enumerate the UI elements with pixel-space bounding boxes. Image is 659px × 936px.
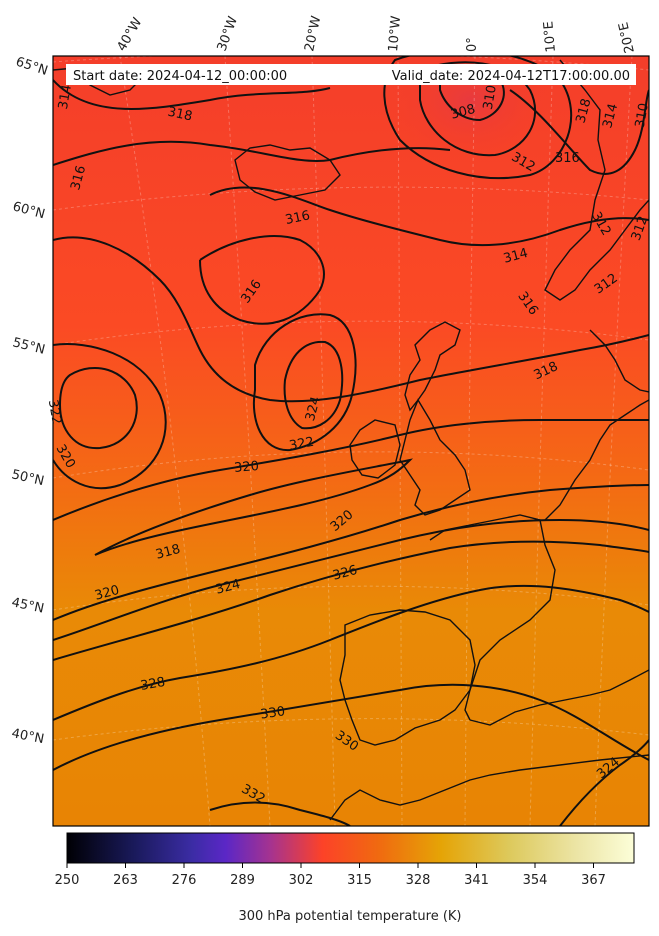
contour-label: 318 <box>154 542 182 563</box>
colorbar-tick-label: 276 <box>172 873 197 888</box>
lon-label: 20°E <box>616 21 638 55</box>
contour-324 <box>53 518 649 641</box>
lon-label: 10°W <box>386 15 404 52</box>
iceland-coast <box>234 144 341 201</box>
contour-312 <box>383 56 573 180</box>
contour-label: 310 <box>481 84 500 111</box>
contour-320-west <box>53 343 167 490</box>
northern-europe-coast <box>544 399 649 521</box>
colorbar-tick-label: 328 <box>406 873 431 888</box>
lat-label: 65°N <box>14 55 50 79</box>
colorbar-tick-label: 315 <box>347 873 372 888</box>
contour-label: 308 <box>449 102 477 123</box>
contour-316-east <box>509 89 649 175</box>
contour-label: 328 <box>139 675 166 694</box>
contour-310 <box>419 61 536 157</box>
contour-label: 318 <box>574 97 595 125</box>
lat-label: 55°N <box>11 335 46 357</box>
colorbar-tick-label: 354 <box>523 873 548 888</box>
lon-label: 20°W <box>302 14 324 52</box>
contour-324-loop <box>283 340 344 430</box>
scandinavia-coast <box>544 59 649 301</box>
contour-326 <box>53 540 649 661</box>
contour-314-mid <box>209 186 649 247</box>
contour-label: 314 <box>502 246 530 267</box>
lon-label: 10°E <box>541 21 559 53</box>
contour-324-se <box>559 739 649 826</box>
contour-322-west <box>58 366 138 450</box>
contour-label: 324 <box>303 395 324 423</box>
ireland-coast <box>349 419 401 479</box>
contour-332 <box>209 801 351 826</box>
lat-label: 60°N <box>11 199 47 222</box>
contour-314 <box>53 79 331 110</box>
lat-label: 40°N <box>10 726 45 747</box>
britain-coast <box>399 398 471 516</box>
contour-label: 316 <box>284 208 311 228</box>
contour-label: 322 <box>288 435 315 454</box>
mediterranean-coast <box>469 669 649 726</box>
contour-320-south <box>53 484 649 621</box>
contour-label: 316 <box>555 151 580 166</box>
contour-label: 324 <box>214 577 242 598</box>
longitude-labels: 40°W 30°W 20°W 10°W 0° 10°E 20°E <box>114 14 637 54</box>
colorbar-tick-label: 341 <box>464 873 489 888</box>
colorbar-label: 300 hPa potential temperature (K) <box>238 909 461 924</box>
lon-label: 30°W <box>215 14 241 53</box>
contour-label: 322 <box>45 399 64 426</box>
contour-label: 316 <box>68 164 89 192</box>
contour-label: 318 <box>166 105 193 125</box>
contour-318 <box>53 236 649 403</box>
contour-label: 314 <box>600 102 621 130</box>
colorbar-tick-label: 289 <box>230 873 255 888</box>
header-banner: Start date: 2024-04-12_00:00:00 Valid_da… <box>66 64 636 85</box>
map-area <box>53 56 649 826</box>
contour-318-band <box>94 458 414 556</box>
cold-core-shading <box>390 56 550 160</box>
colorbar-ticks: 250 263 276 289 302 315 328 341 354 367 <box>55 863 606 888</box>
contour-328 <box>53 584 649 721</box>
temperature-field <box>53 56 649 826</box>
colorbar-tick-label: 367 <box>581 873 606 888</box>
colorbar-tick-label: 250 <box>55 873 80 888</box>
latitude-labels: 65°N 60°N 55°N 50°N 45°N 40°N <box>10 55 49 748</box>
contour-labels: 314 318 308 310 318 314 310 316 312 316 … <box>45 84 652 807</box>
lon-label: 40°W <box>114 15 145 54</box>
scotland-coast <box>404 321 461 412</box>
colorbar: 250 263 276 289 302 315 328 341 354 367 300 hPa p… <box>55 832 635 924</box>
valid-date-text: Valid_date: 2024-04-12T17:00:00.00 <box>392 69 630 84</box>
colorbar-gradient <box>66 832 635 864</box>
contour-label: 330 <box>259 704 286 722</box>
lon-label: 0° <box>465 37 480 52</box>
map-border <box>52 55 650 827</box>
contour-316-loop <box>199 235 325 325</box>
france-coast <box>429 514 556 721</box>
start-date-text: Start date: 2024-04-12_00:00:00 <box>73 69 287 84</box>
contour-330 <box>53 683 649 771</box>
contour-label: 326 <box>331 563 359 584</box>
contour-322-loop <box>253 313 357 452</box>
graticule <box>53 56 649 826</box>
north-africa-coast <box>329 754 649 821</box>
contour-label: 320 <box>93 583 121 604</box>
baltic-coast <box>589 329 649 393</box>
contour-320 <box>53 418 649 521</box>
coastlines <box>53 59 649 821</box>
colorbar-tick-label: 302 <box>289 873 314 888</box>
contour-label: 310 <box>633 102 652 129</box>
colorbar-tick-label: 263 <box>113 873 138 888</box>
lat-label: 45°N <box>10 595 45 616</box>
contour-316-north <box>53 140 451 166</box>
contour-label: 314 <box>56 84 75 111</box>
lat-label: 50°N <box>10 467 45 489</box>
contour-label: 320 <box>234 459 260 476</box>
contours <box>53 56 649 826</box>
